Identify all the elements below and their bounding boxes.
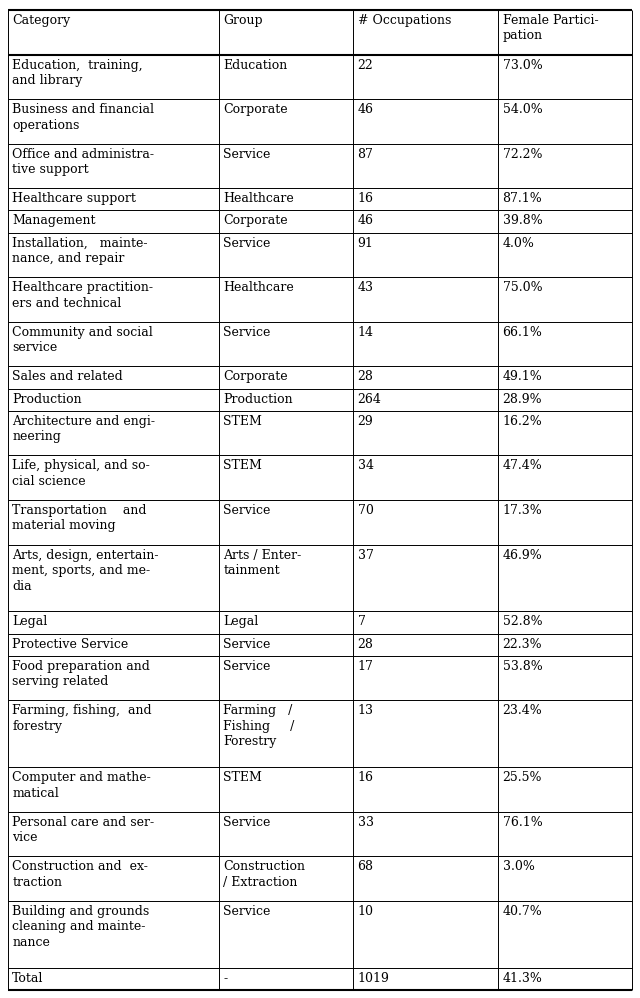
Text: Installation,   mainte-
nance, and repair: Installation, mainte- nance, and repair	[12, 237, 148, 265]
Text: Personal care and ser-
vice: Personal care and ser- vice	[12, 815, 154, 844]
Text: Transportation    and
material moving: Transportation and material moving	[12, 504, 147, 533]
Text: 54.0%: 54.0%	[502, 103, 542, 116]
Text: Education,  training,
and library: Education, training, and library	[12, 59, 143, 87]
Text: Service: Service	[223, 148, 271, 161]
Text: 66.1%: 66.1%	[502, 325, 542, 338]
Text: 22.3%: 22.3%	[502, 638, 542, 651]
Text: STEM: STEM	[223, 459, 262, 472]
Text: 43: 43	[358, 281, 374, 294]
Text: Legal: Legal	[12, 616, 47, 629]
Text: 72.2%: 72.2%	[502, 148, 542, 161]
Text: 7: 7	[358, 616, 365, 629]
Text: Protective Service: Protective Service	[12, 638, 129, 651]
Text: Female Partici-
pation: Female Partici- pation	[502, 14, 598, 43]
Text: Production: Production	[223, 392, 293, 405]
Text: 3.0%: 3.0%	[502, 860, 534, 873]
Text: STEM: STEM	[223, 771, 262, 784]
Text: 73.0%: 73.0%	[502, 59, 542, 72]
Text: Architecture and engi-
neering: Architecture and engi- neering	[12, 415, 155, 443]
Text: 41.3%: 41.3%	[502, 972, 542, 985]
Text: 264: 264	[358, 392, 381, 405]
Text: 34: 34	[358, 459, 374, 472]
Text: 91: 91	[358, 237, 374, 250]
Text: Life, physical, and so-
cial science: Life, physical, and so- cial science	[12, 459, 150, 488]
Text: 23.4%: 23.4%	[502, 705, 542, 718]
Text: 70: 70	[358, 504, 374, 517]
Text: Management: Management	[12, 215, 95, 228]
Text: Farming, fishing,  and
forestry: Farming, fishing, and forestry	[12, 705, 152, 733]
Text: Education: Education	[223, 59, 287, 72]
Text: Service: Service	[223, 504, 271, 517]
Text: 87.1%: 87.1%	[502, 193, 542, 206]
Text: 46: 46	[358, 103, 374, 116]
Text: Service: Service	[223, 237, 271, 250]
Text: Production: Production	[12, 392, 82, 405]
Text: 53.8%: 53.8%	[502, 660, 542, 673]
Text: 39.8%: 39.8%	[502, 215, 542, 228]
Text: -: -	[223, 972, 227, 985]
Text: 16: 16	[358, 771, 374, 784]
Text: 4.0%: 4.0%	[502, 237, 534, 250]
Text: Healthcare support: Healthcare support	[12, 193, 136, 206]
Text: Corporate: Corporate	[223, 370, 288, 383]
Text: Corporate: Corporate	[223, 103, 288, 116]
Text: 87: 87	[358, 148, 374, 161]
Text: 68: 68	[358, 860, 374, 873]
Text: Community and social
service: Community and social service	[12, 325, 153, 354]
Text: 29: 29	[358, 415, 373, 428]
Text: Category: Category	[12, 14, 70, 27]
Text: Construction and  ex-
traction: Construction and ex- traction	[12, 860, 148, 889]
Text: 17: 17	[358, 660, 374, 673]
Text: 52.8%: 52.8%	[502, 616, 542, 629]
Text: 14: 14	[358, 325, 374, 338]
Text: 28: 28	[358, 638, 374, 651]
Text: Building and grounds
cleaning and mainte-
nance: Building and grounds cleaning and mainte…	[12, 905, 149, 949]
Text: 46: 46	[358, 215, 374, 228]
Text: Business and financial
operations: Business and financial operations	[12, 103, 154, 132]
Text: 22: 22	[358, 59, 373, 72]
Text: 10: 10	[358, 905, 374, 918]
Text: Arts / Enter-
tainment: Arts / Enter- tainment	[223, 549, 301, 577]
Text: 33: 33	[358, 815, 374, 828]
Text: Healthcare: Healthcare	[223, 193, 294, 206]
Text: STEM: STEM	[223, 415, 262, 428]
Text: Legal: Legal	[223, 616, 259, 629]
Text: 49.1%: 49.1%	[502, 370, 542, 383]
Text: 28.9%: 28.9%	[502, 392, 542, 405]
Text: 37: 37	[358, 549, 374, 562]
Text: Construction
/ Extraction: Construction / Extraction	[223, 860, 305, 889]
Text: Service: Service	[223, 905, 271, 918]
Text: 40.7%: 40.7%	[502, 905, 542, 918]
Text: Corporate: Corporate	[223, 215, 288, 228]
Text: Service: Service	[223, 660, 271, 673]
Text: Farming   /
Fishing     /
Forestry: Farming / Fishing / Forestry	[223, 705, 294, 748]
Text: 25.5%: 25.5%	[502, 771, 542, 784]
Text: Group: Group	[223, 14, 263, 27]
Text: 16: 16	[358, 193, 374, 206]
Text: 76.1%: 76.1%	[502, 815, 542, 828]
Text: Healthcare: Healthcare	[223, 281, 294, 294]
Text: Service: Service	[223, 638, 271, 651]
Text: # Occupations: # Occupations	[358, 14, 451, 27]
Text: Office and administra-
tive support: Office and administra- tive support	[12, 148, 154, 176]
Text: 75.0%: 75.0%	[502, 281, 542, 294]
Text: Arts, design, entertain-
ment, sports, and me-
dia: Arts, design, entertain- ment, sports, a…	[12, 549, 159, 593]
Text: Service: Service	[223, 815, 271, 828]
Text: 16.2%: 16.2%	[502, 415, 542, 428]
Text: 17.3%: 17.3%	[502, 504, 542, 517]
Text: 1019: 1019	[358, 972, 390, 985]
Text: Sales and related: Sales and related	[12, 370, 123, 383]
Text: 46.9%: 46.9%	[502, 549, 542, 562]
Text: 13: 13	[358, 705, 374, 718]
Text: Computer and mathe-
matical: Computer and mathe- matical	[12, 771, 151, 799]
Text: Service: Service	[223, 325, 271, 338]
Text: 47.4%: 47.4%	[502, 459, 542, 472]
Text: 28: 28	[358, 370, 374, 383]
Text: Healthcare practition-
ers and technical: Healthcare practition- ers and technical	[12, 281, 153, 309]
Text: Total: Total	[12, 972, 44, 985]
Text: Food preparation and
serving related: Food preparation and serving related	[12, 660, 150, 689]
